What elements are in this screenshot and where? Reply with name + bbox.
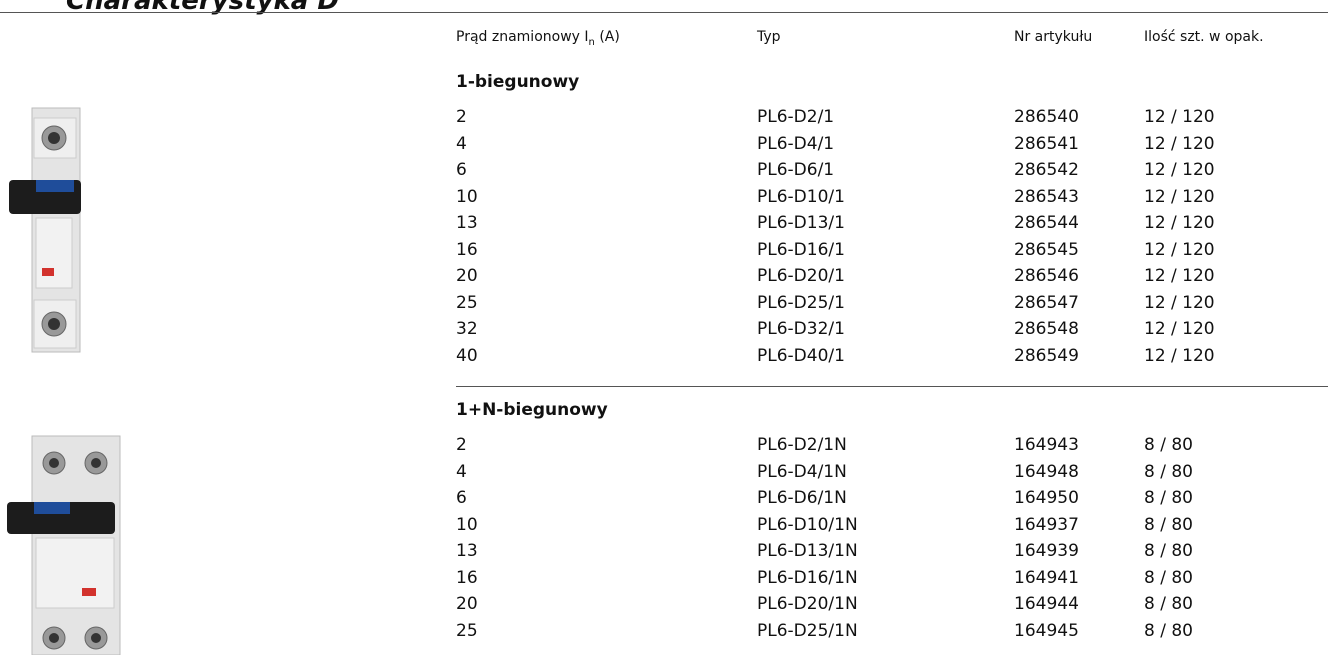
table-cell: PL6-D16/1N [757, 567, 858, 588]
table-cell: 20 [456, 594, 478, 614]
page-title: Charakterystyka D [66, 0, 339, 16]
table-cell: 12 / 120 [1144, 292, 1215, 313]
table-cell: 6 [456, 160, 467, 180]
table-cell: 8 / 80 [1144, 541, 1193, 561]
table-cell: 12 / 120 [1144, 319, 1215, 339]
table-cell: PL6-D10/1 [757, 186, 845, 207]
table-cell: 6 [456, 488, 467, 508]
table-cell: 12 / 120 [1144, 345, 1215, 366]
table-cell: PL6-D6/1N [757, 488, 847, 508]
table-cell: 4 [456, 461, 467, 482]
table-cell: 164945 [1014, 620, 1079, 641]
table-cell: 40 [456, 345, 478, 366]
table-cell: PL6-D2/1N [757, 435, 847, 455]
product-image [9, 107, 81, 353]
header-text: Prąd znamionowy I [456, 29, 589, 45]
table-cell: 10 [456, 186, 478, 207]
table-cell: 286548 [1014, 319, 1079, 339]
column-header: Nr artykułu [1014, 29, 1093, 45]
column-header: Typ [757, 29, 781, 45]
top-rule [0, 12, 1328, 13]
table-cell: 10 [456, 514, 478, 535]
table-cell: PL6-D40/1 [757, 345, 845, 366]
table-cell: 164944 [1014, 594, 1079, 614]
table-cell: 286544 [1014, 213, 1079, 233]
table-cell: 8 / 80 [1144, 488, 1193, 508]
table-cell: 164950 [1014, 488, 1079, 508]
table-cell: PL6-D32/1 [757, 319, 845, 339]
table-cell: 286545 [1014, 239, 1079, 260]
table-cell: 8 / 80 [1144, 594, 1193, 614]
table-cell: 16 [456, 239, 478, 260]
table-cell: PL6-D10/1N [757, 514, 858, 535]
table-cell: 2 [456, 435, 467, 455]
table-cell: 286542 [1014, 160, 1079, 180]
section-title: 1-biegunowy [456, 72, 580, 92]
table-cell: 16 [456, 567, 478, 588]
table-cell: 12 / 120 [1144, 239, 1215, 260]
table-cell: 25 [456, 620, 478, 641]
table-cell: 286540 [1014, 107, 1079, 127]
header-unit: (A) [599, 29, 620, 45]
table-cell: 8 / 80 [1144, 435, 1193, 455]
table-cell: 8 / 80 [1144, 514, 1193, 535]
section-title: 1+N-biegunowy [456, 400, 608, 420]
table-cell: PL6-D25/1N [757, 620, 858, 641]
table-cell: 286547 [1014, 292, 1079, 313]
table-cell: 12 / 120 [1144, 213, 1215, 233]
table-cell: 4 [456, 133, 467, 154]
table-cell: 164943 [1014, 435, 1079, 455]
table-cell: 164939 [1014, 541, 1079, 561]
table-cell: PL6-D20/1 [757, 266, 845, 286]
table-cell: 32 [456, 319, 478, 339]
table-cell: 25 [456, 292, 478, 313]
column-header: Ilość szt. w opak. [1144, 29, 1264, 45]
table-cell: PL6-D16/1 [757, 239, 845, 260]
table-cell: PL6-D13/1N [757, 541, 858, 561]
table-cell: 164937 [1014, 514, 1079, 535]
table-cell: 12 / 120 [1144, 133, 1215, 154]
table-cell: PL6-D25/1 [757, 292, 845, 313]
table-cell: 286549 [1014, 345, 1079, 366]
table-cell: 164941 [1014, 567, 1079, 588]
table-cell: 286543 [1014, 186, 1079, 207]
table-cell: PL6-D2/1 [757, 107, 835, 127]
table-cell: 20 [456, 266, 478, 286]
table-cell: 8 / 80 [1144, 461, 1193, 482]
product-image [7, 435, 121, 655]
section-rule [456, 386, 1328, 387]
table-cell: 2 [456, 107, 467, 127]
table-cell: PL6-D6/1 [757, 160, 835, 180]
table-cell: PL6-D4/1 [757, 133, 835, 154]
table-cell: 12 / 120 [1144, 186, 1215, 207]
table-cell: 8 / 80 [1144, 620, 1193, 641]
table-cell: 13 [456, 541, 478, 561]
table-cell: 13 [456, 213, 478, 233]
table-cell: 286546 [1014, 266, 1079, 286]
table-cell: 164948 [1014, 461, 1079, 482]
table-cell: 12 / 120 [1144, 266, 1215, 286]
table-cell: 286541 [1014, 133, 1079, 154]
table-cell: 12 / 120 [1144, 160, 1215, 180]
table-cell: PL6-D20/1N [757, 594, 858, 614]
table-cell: 8 / 80 [1144, 567, 1193, 588]
table-cell: PL6-D4/1N [757, 461, 847, 482]
column-header: Prąd znamionowy In (A) [456, 29, 620, 48]
table-cell: 12 / 120 [1144, 107, 1215, 127]
header-subscript: n [588, 36, 595, 48]
table-cell: PL6-D13/1 [757, 213, 845, 233]
